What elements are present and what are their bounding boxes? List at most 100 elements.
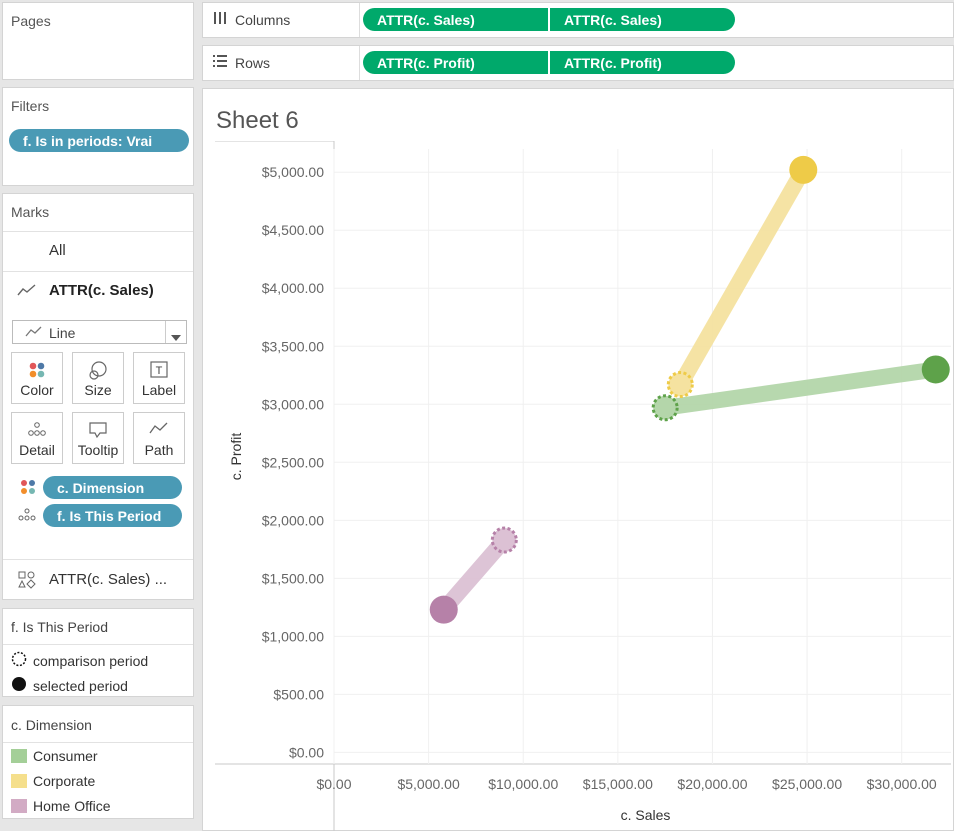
columns-pill-2[interactable]: ATTR(c. Sales) xyxy=(550,8,735,31)
period-legend: f. Is This Period comparison period sele… xyxy=(2,608,194,697)
tooltip-icon xyxy=(88,421,108,442)
marks-title: Marks xyxy=(11,204,50,220)
y-tick-label: $4,000.00 xyxy=(262,280,324,296)
x-tick-label: $10,000.00 xyxy=(488,776,558,792)
filled-circle-icon xyxy=(11,676,27,695)
pages-card: Pages xyxy=(2,2,194,80)
path-icon xyxy=(149,421,169,438)
shelf-divider xyxy=(359,46,360,80)
legend-item-comparison[interactable]: comparison period xyxy=(11,651,148,670)
legend-item-consumer[interactable]: Consumer xyxy=(11,748,98,764)
size-icon xyxy=(88,361,108,384)
columns-shelf: Columns ATTR(c. Sales) ATTR(c. Sales) xyxy=(202,2,954,38)
x-tick-label: $30,000.00 xyxy=(867,776,937,792)
y-tick-label: $2,500.00 xyxy=(262,454,324,470)
rows-label-group: Rows xyxy=(213,54,270,71)
label-button-label: Label xyxy=(141,382,177,398)
columns-label: Columns xyxy=(235,11,291,28)
filter-pill-is-in-periods[interactable]: f. Is in periods: Vrai xyxy=(9,129,189,152)
series-line xyxy=(673,165,811,389)
y-tick-label: $1,000.00 xyxy=(262,628,324,644)
y-axis-title: c. Profit xyxy=(228,433,244,481)
marks-measure-label: ATTR(c. Sales) xyxy=(49,282,154,299)
dimension-legend: c. Dimension Consumer Corporate Home Off… xyxy=(2,705,194,819)
consumer-swatch xyxy=(11,749,27,763)
sheet-view: Sheet 6 $0.00 $500.00 $1,000.00 $1,500.00 $2… xyxy=(202,88,954,831)
period-legend-title: f. Is This Period xyxy=(11,619,109,635)
tooltip-button-label: Tooltip xyxy=(77,442,119,458)
filters-card: Filters f. Is in periods: Vrai xyxy=(2,87,194,186)
comparison-point xyxy=(490,526,518,554)
automatic-mark-icon xyxy=(18,571,36,594)
path-button[interactable]: Path xyxy=(133,412,185,464)
series-line xyxy=(664,361,937,416)
color-button-label: Color xyxy=(20,382,54,398)
comparison-point xyxy=(666,371,694,399)
color-dots-icon xyxy=(20,479,36,500)
x-axis-title: c. Sales xyxy=(621,807,671,823)
series-line xyxy=(437,534,511,615)
label-button[interactable]: T Label xyxy=(133,352,185,404)
rows-pill-1[interactable]: ATTR(c. Profit) xyxy=(363,51,548,74)
marks-secondary-tab[interactable]: ATTR(c. Sales) ... xyxy=(3,560,193,600)
legend-label: Home Office xyxy=(33,798,111,814)
dropdown-divider xyxy=(165,321,166,343)
y-tick-label: $2,000.00 xyxy=(262,512,324,528)
marks-measure-tab[interactable]: ATTR(c. Sales) xyxy=(3,272,193,310)
color-icon xyxy=(28,361,46,382)
line-mark-icon xyxy=(17,283,37,302)
marks-all-tab[interactable]: All xyxy=(49,242,66,259)
pages-title: Pages xyxy=(11,13,51,29)
detail-dots-icon xyxy=(17,508,37,527)
selected-point xyxy=(429,595,458,624)
line-type-icon xyxy=(25,325,43,343)
x-tick-label: $5,000.00 xyxy=(397,776,459,792)
mark-type-value: Line xyxy=(49,325,76,341)
y-tick-label: $3,000.00 xyxy=(262,396,324,412)
selected-point xyxy=(789,155,818,184)
dotted-circle-icon xyxy=(11,651,27,670)
y-tick-label: $0.00 xyxy=(289,744,324,760)
sheet-title: Sheet 6 xyxy=(216,107,299,134)
marks-secondary-label: ATTR(c. Sales) ... xyxy=(49,571,168,588)
legend-item-corporate[interactable]: Corporate xyxy=(11,773,95,789)
y-tick-label: $4,500.00 xyxy=(262,222,324,238)
rows-icon xyxy=(213,54,227,71)
legend-item-selected[interactable]: selected period xyxy=(11,676,128,695)
legend-label: Corporate xyxy=(33,773,96,789)
label-icon: T xyxy=(150,361,168,382)
period-field-pill[interactable]: f. Is This Period xyxy=(43,504,182,527)
selected-point xyxy=(921,355,950,384)
comparison-point xyxy=(651,394,679,422)
color-button[interactable]: Color xyxy=(11,352,63,404)
x-tick-label: $0.00 xyxy=(316,776,351,792)
x-tick-label: $15,000.00 xyxy=(583,776,653,792)
y-tick-label: $3,500.00 xyxy=(262,338,324,354)
marks-card: Marks All ATTR(c. Sales) Line Color Size… xyxy=(2,193,194,600)
mark-type-dropdown[interactable]: Line xyxy=(12,320,187,344)
detail-button[interactable]: Detail xyxy=(11,412,63,464)
rows-label: Rows xyxy=(235,54,271,71)
x-tick-label: $20,000.00 xyxy=(677,776,747,792)
columns-icon xyxy=(213,11,227,28)
legend-item-home-office[interactable]: Home Office xyxy=(11,798,111,814)
dimension-field-pill[interactable]: c. Dimension xyxy=(43,476,182,499)
legend-label: selected period xyxy=(33,677,128,694)
legend-label: Consumer xyxy=(33,748,98,764)
rows-pill-2[interactable]: ATTR(c. Profit) xyxy=(550,51,735,74)
filters-title: Filters xyxy=(11,98,50,114)
tooltip-button[interactable]: Tooltip xyxy=(72,412,124,464)
size-button-label: Size xyxy=(84,382,112,398)
size-button[interactable]: Size xyxy=(72,352,124,404)
legend-label: comparison period xyxy=(33,652,149,669)
svg-text:T: T xyxy=(156,365,163,377)
dimension-legend-title: c. Dimension xyxy=(11,717,92,733)
rows-shelf: Rows ATTR(c. Profit) ATTR(c. Profit) xyxy=(202,45,954,81)
chevron-down-icon xyxy=(171,329,181,347)
corporate-swatch xyxy=(11,774,27,788)
y-tick-label: $1,500.00 xyxy=(262,570,324,586)
columns-label-group: Columns xyxy=(213,11,290,28)
x-tick-label: $25,000.00 xyxy=(772,776,842,792)
columns-pill-1[interactable]: ATTR(c. Sales) xyxy=(363,8,548,31)
scatter-path-chart: $0.00 $500.00 $1,000.00 $1,500.00 $2,000.00 $… xyxy=(215,141,951,831)
